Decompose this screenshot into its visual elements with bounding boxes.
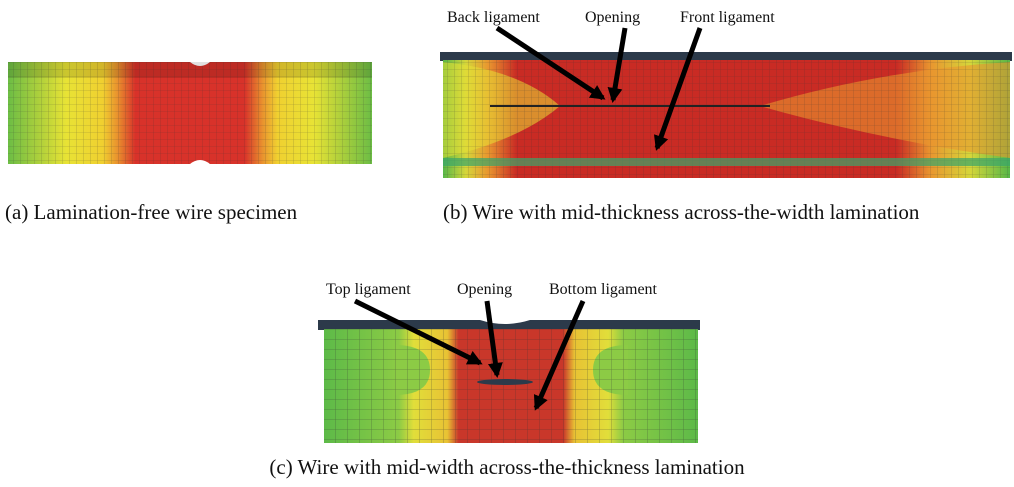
mesh (324, 329, 698, 443)
bottom-face (443, 158, 1010, 166)
panel-c: Top ligament Opening Bottom ligament (c)… (269, 281, 745, 479)
panel-a: (a) Lamination-free wire specimen (5, 62, 372, 224)
edge (318, 320, 700, 330)
edge (440, 52, 1012, 61)
caption: (c) Wire with mid-width across-the-thick… (269, 455, 745, 479)
panel-b: Back ligament Opening Front ligament (b)… (440, 9, 1012, 224)
top-face (8, 62, 372, 78)
lamination (477, 379, 533, 385)
label: Opening (457, 281, 512, 298)
label: Front ligament (680, 9, 775, 26)
label: Bottom ligament (549, 281, 658, 298)
label: Back ligament (447, 9, 540, 26)
caption: (b) Wire with mid-thickness across-the-w… (443, 200, 920, 224)
caption: (a) Lamination-free wire specimen (5, 200, 298, 224)
label: Opening (585, 9, 640, 26)
figure: (a) Lamination-free wire specimen Back l… (0, 0, 1014, 487)
label: Top ligament (326, 281, 411, 298)
